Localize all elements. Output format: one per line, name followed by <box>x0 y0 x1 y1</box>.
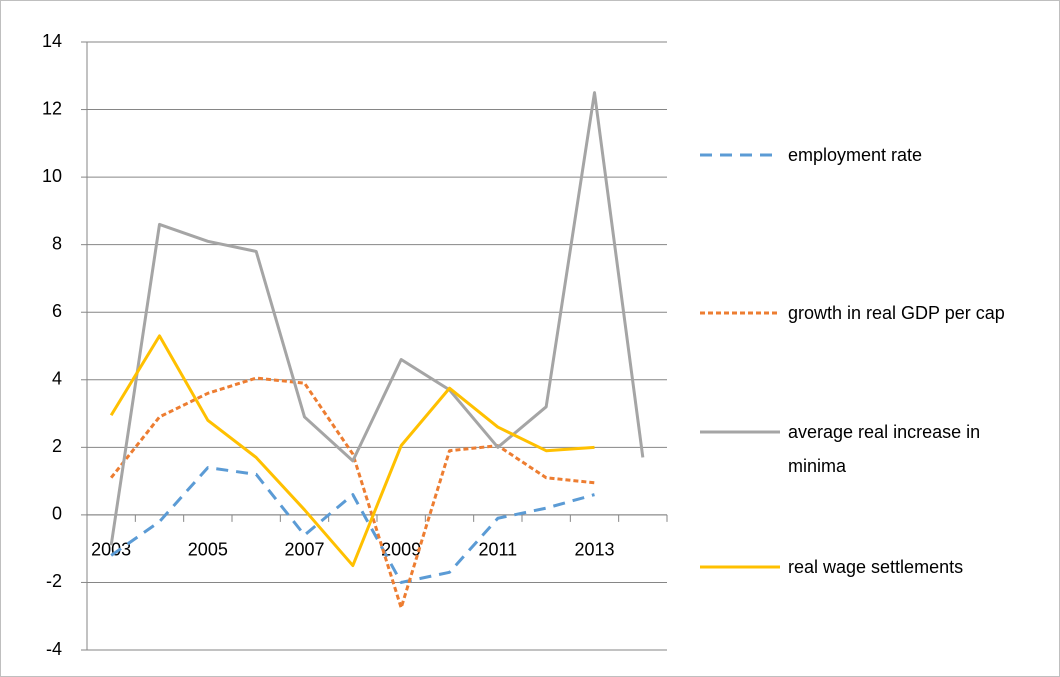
legend-swatch <box>700 153 780 157</box>
y-tick-label: 4 <box>52 369 62 389</box>
x-tick-label: 2007 <box>284 540 324 560</box>
y-tick-label: 14 <box>42 31 62 51</box>
legend-item: growth in real GDP per cap <box>698 296 1038 330</box>
y-tick-label: 6 <box>52 301 62 321</box>
x-tick-label: 2011 <box>478 540 517 560</box>
y-tick-label: 8 <box>52 233 62 253</box>
legend-swatch <box>700 311 780 315</box>
legend-label: real wage settlements <box>788 557 964 577</box>
y-tick-label: -4 <box>46 639 62 659</box>
x-tick-label: 2009 <box>381 540 421 560</box>
series-line <box>110 466 595 584</box>
legend-item: average real increase in minima <box>698 415 1038 483</box>
y-tick-label: -2 <box>46 571 62 591</box>
y-tick-label: 12 <box>42 98 62 118</box>
legend-label: average real increase in minima <box>788 422 981 476</box>
legend-label: growth in real GDP per cap <box>788 303 1005 323</box>
series-line <box>109 91 645 546</box>
legend-swatch <box>700 565 780 569</box>
x-tick-label: 2005 <box>188 540 228 560</box>
x-tick-label: 2003 <box>91 540 131 560</box>
series-line <box>109 376 595 610</box>
y-tick-label: 2 <box>52 436 62 456</box>
legend-item: employment rate <box>698 138 1038 172</box>
y-tick-label: 10 <box>42 166 62 186</box>
legend-label: employment rate <box>788 145 923 165</box>
legend-swatch <box>700 430 780 434</box>
x-tick-label: 2013 <box>574 540 614 560</box>
series-line <box>109 334 595 568</box>
legend-item: real wage settlements <box>698 550 1038 584</box>
y-tick-label: 0 <box>52 504 62 524</box>
